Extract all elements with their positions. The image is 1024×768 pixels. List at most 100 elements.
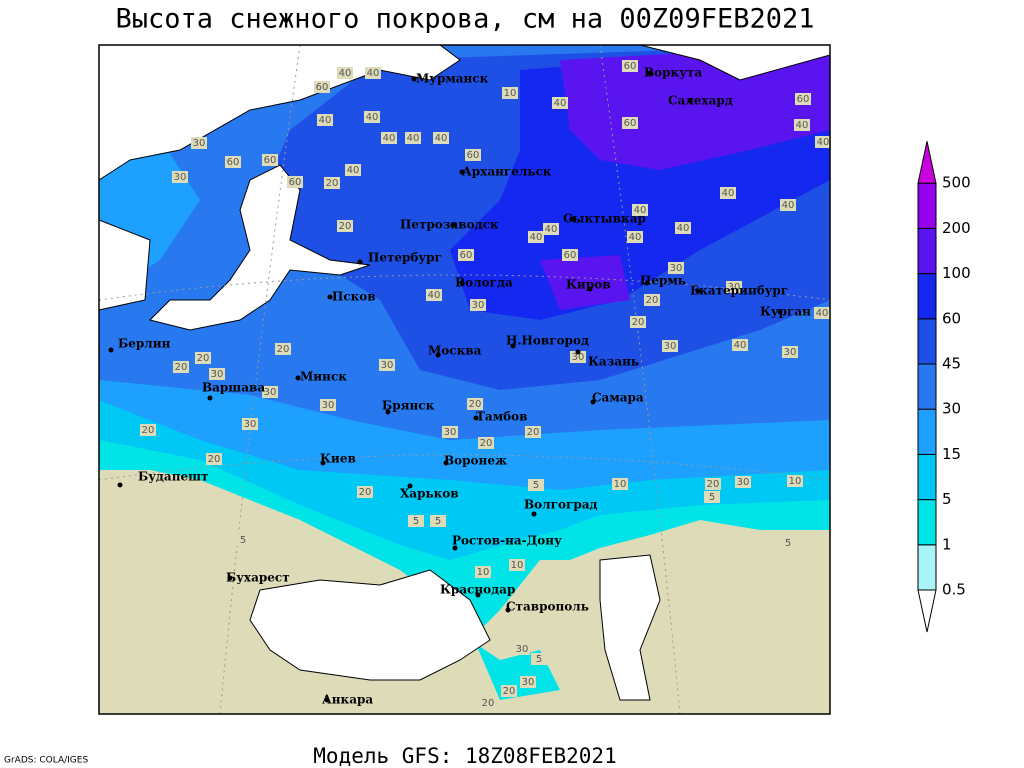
- city-dot: [327, 294, 333, 300]
- contour-label-box: [475, 566, 491, 578]
- city-dot: [411, 76, 417, 82]
- contour-label-box: [501, 685, 517, 697]
- legend-label: 60: [942, 309, 961, 327]
- contour-label: 5: [240, 535, 246, 546]
- contour-label: 20: [277, 344, 290, 355]
- city-label: Пермь: [640, 274, 686, 288]
- contour-label: 40: [319, 115, 332, 126]
- city-label: Курган: [760, 305, 811, 319]
- contour-label-box: [364, 111, 380, 123]
- city-label: Анкара: [322, 693, 373, 707]
- contour-label-box: [262, 154, 278, 166]
- contour-label-box: [570, 351, 586, 363]
- contour-label-box: [668, 262, 684, 274]
- city-label: Архангельск: [462, 165, 552, 179]
- contour-label-box: [206, 453, 222, 465]
- contour-label: 10: [477, 567, 490, 578]
- map-frame: [98, 44, 831, 715]
- city-label: Тамбов: [476, 410, 527, 424]
- contour-label: 40: [816, 308, 829, 319]
- contour-label: 30: [193, 138, 206, 149]
- contour-label: 40: [796, 120, 809, 131]
- city-dot: [324, 697, 330, 703]
- city-label: Салехард: [668, 94, 733, 108]
- contour-label: 20: [503, 686, 516, 697]
- contour-label-box: [795, 93, 811, 105]
- contour-label-box: [324, 177, 340, 189]
- city-label: Минск: [300, 370, 347, 384]
- contour-label-box: [430, 515, 446, 527]
- baltic-sea: [149, 164, 371, 331]
- contour-label-box: [458, 249, 474, 261]
- contour-label-box: [140, 424, 156, 436]
- legend-label: 15: [942, 445, 961, 463]
- contour-label-box: [627, 231, 643, 243]
- contour-label: 5: [435, 516, 441, 527]
- legend-swatch: [917, 499, 937, 546]
- legend-label: 100: [942, 264, 971, 282]
- contour-label: 40: [634, 205, 647, 216]
- city-dot: [590, 399, 596, 405]
- city-dot: [357, 259, 363, 265]
- contour-label-box: [509, 559, 525, 571]
- legend-swatch: [917, 141, 937, 184]
- contour-label-box: [622, 60, 638, 72]
- contour-label-box: [780, 199, 796, 211]
- city-label: Петрозаводск: [400, 218, 499, 232]
- city-dot: [687, 98, 693, 104]
- city-label: Вологда: [455, 276, 513, 290]
- contour-label: 30: [174, 172, 187, 183]
- contour-label-box: [357, 486, 373, 498]
- contour-label: 60: [460, 250, 473, 261]
- contour-label-box: [562, 249, 578, 261]
- contour-label-box: [480, 697, 496, 709]
- city-label: Киров: [566, 278, 611, 292]
- contour-label: 40: [339, 68, 352, 79]
- city-label: Екатеринбург: [690, 284, 788, 298]
- city-dot: [531, 511, 537, 517]
- contour-label: 40: [817, 137, 830, 148]
- contour-label: 30: [381, 360, 394, 371]
- contour-label: 40: [435, 133, 448, 144]
- contour-label-box: [191, 137, 207, 149]
- city-label: Воркута: [644, 66, 702, 80]
- city-label: Ставрополь: [506, 600, 589, 614]
- city-dot: [587, 286, 593, 292]
- city-dot: [459, 169, 465, 175]
- legend-swatch: [917, 408, 937, 455]
- contour-label: 40: [366, 112, 379, 123]
- contour-label: 40: [734, 340, 747, 351]
- contour-label-box: [173, 361, 189, 373]
- city-dot: [647, 70, 653, 76]
- contour-label-box: [442, 426, 458, 438]
- contour-label: 40: [530, 232, 543, 243]
- contour-label: 5: [785, 538, 791, 549]
- contour-label-box: [814, 307, 830, 319]
- contour-label-box: [632, 204, 648, 216]
- contour-label: 60: [797, 94, 810, 105]
- contour-label-box: [644, 294, 660, 306]
- contour-label-box: [704, 491, 720, 503]
- contour-label-box: [622, 117, 638, 129]
- contour-label: 40: [629, 232, 642, 243]
- city-dot: [575, 349, 581, 355]
- contour-label-box: [381, 132, 397, 144]
- contour-label-box: [662, 340, 678, 352]
- city-dot: [459, 280, 465, 286]
- contour-label: 40: [367, 68, 380, 79]
- contour-label: 20: [632, 317, 645, 328]
- contour-label-box: [470, 299, 486, 311]
- contour-label: 30: [264, 387, 277, 398]
- contour-label-box: [225, 156, 241, 168]
- city-label: Бухарест: [226, 571, 290, 585]
- contour-label-box: [320, 399, 336, 411]
- contour-label: 60: [564, 250, 577, 261]
- contour-label: 30: [728, 282, 741, 293]
- city-dot: [450, 222, 456, 228]
- contour-label-box: [782, 346, 798, 358]
- contour-label-box: [705, 478, 721, 490]
- contour-label: 20: [646, 295, 659, 306]
